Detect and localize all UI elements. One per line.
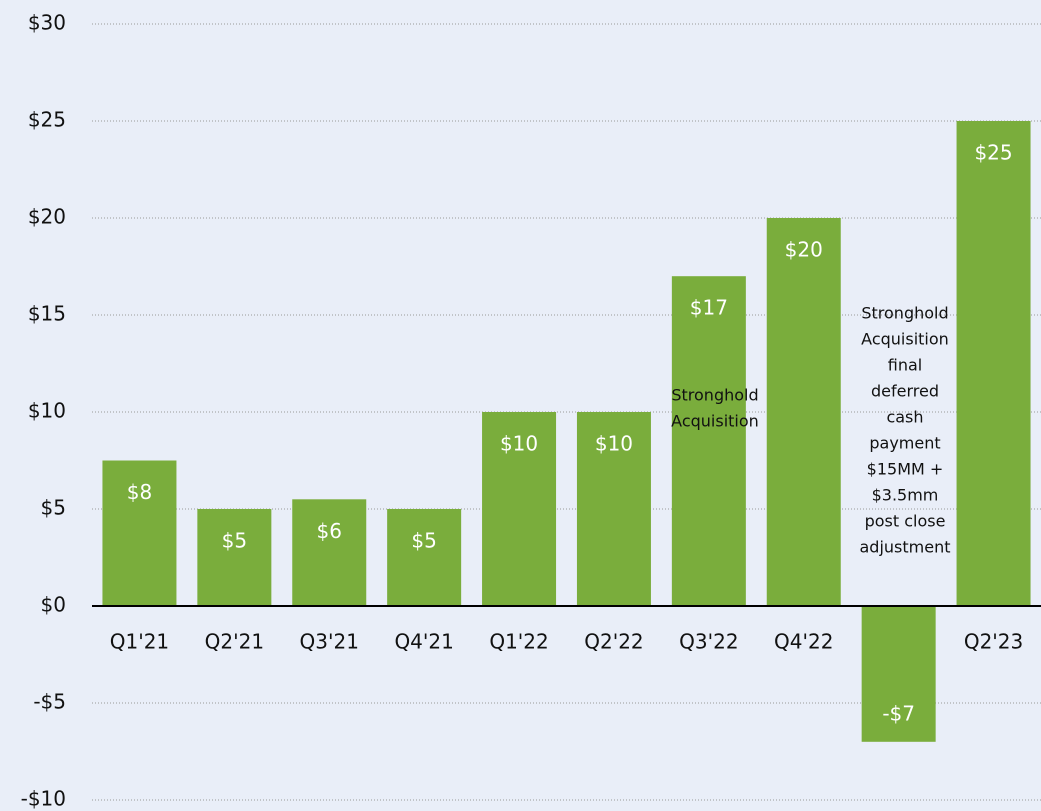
y-tick-label: $20	[28, 205, 66, 229]
x-tick-label: Q1'22	[489, 630, 548, 654]
x-tick-label: Q2'22	[584, 630, 643, 654]
y-tick-label: $10	[28, 399, 66, 423]
annotation: payment	[869, 434, 940, 453]
bar	[387, 509, 462, 606]
y-tick-label: -$10	[21, 787, 66, 811]
value-label: $20	[785, 238, 823, 262]
y-tick-label: $15	[28, 302, 66, 326]
bar	[671, 276, 746, 606]
annotation: adjustment	[860, 538, 951, 557]
x-tick-label: Q3'21	[300, 630, 359, 654]
annotation: final	[888, 356, 922, 375]
annotation: Stronghold	[671, 386, 758, 405]
value-label: $8	[127, 480, 152, 504]
bar	[102, 460, 177, 606]
bar	[956, 121, 1031, 606]
value-label: $17	[690, 296, 728, 320]
x-tick-label: Q3'22	[679, 630, 738, 654]
annotation: deferred	[871, 382, 939, 401]
x-tick-label: Q2'23	[964, 630, 1023, 654]
value-label: $6	[317, 519, 342, 543]
value-label: $5	[411, 529, 436, 553]
annotation: Acquisition	[671, 412, 759, 431]
annotation: post close	[865, 512, 946, 531]
bar	[861, 606, 936, 742]
y-tick-label: -$5	[33, 690, 66, 714]
y-tick-label: $30	[28, 11, 66, 35]
annotation: $3.5mm	[872, 486, 939, 505]
x-tick-label: Q1'21	[110, 630, 169, 654]
bar	[292, 499, 367, 606]
value-label: $10	[500, 432, 538, 456]
y-tick-label: $0	[41, 593, 66, 617]
annotation: Stronghold	[861, 304, 948, 323]
bar	[766, 218, 841, 606]
x-tick-label: Q2'21	[205, 630, 264, 654]
bar	[482, 412, 557, 606]
y-tick-label: $5	[41, 496, 66, 520]
annotation: cash	[886, 408, 923, 427]
value-label: -$7	[882, 701, 915, 725]
x-tick-label: Q4'22	[774, 630, 833, 654]
value-label: $25	[974, 141, 1012, 165]
x-tick-label: Q4'21	[394, 630, 453, 654]
value-label: $10	[595, 432, 633, 456]
value-label: $5	[222, 529, 247, 553]
bar	[197, 509, 272, 606]
y-tick-label: $25	[28, 108, 66, 132]
bar	[576, 412, 651, 606]
annotation: $15MM +	[867, 460, 944, 479]
annotation: Acquisition	[861, 330, 949, 349]
